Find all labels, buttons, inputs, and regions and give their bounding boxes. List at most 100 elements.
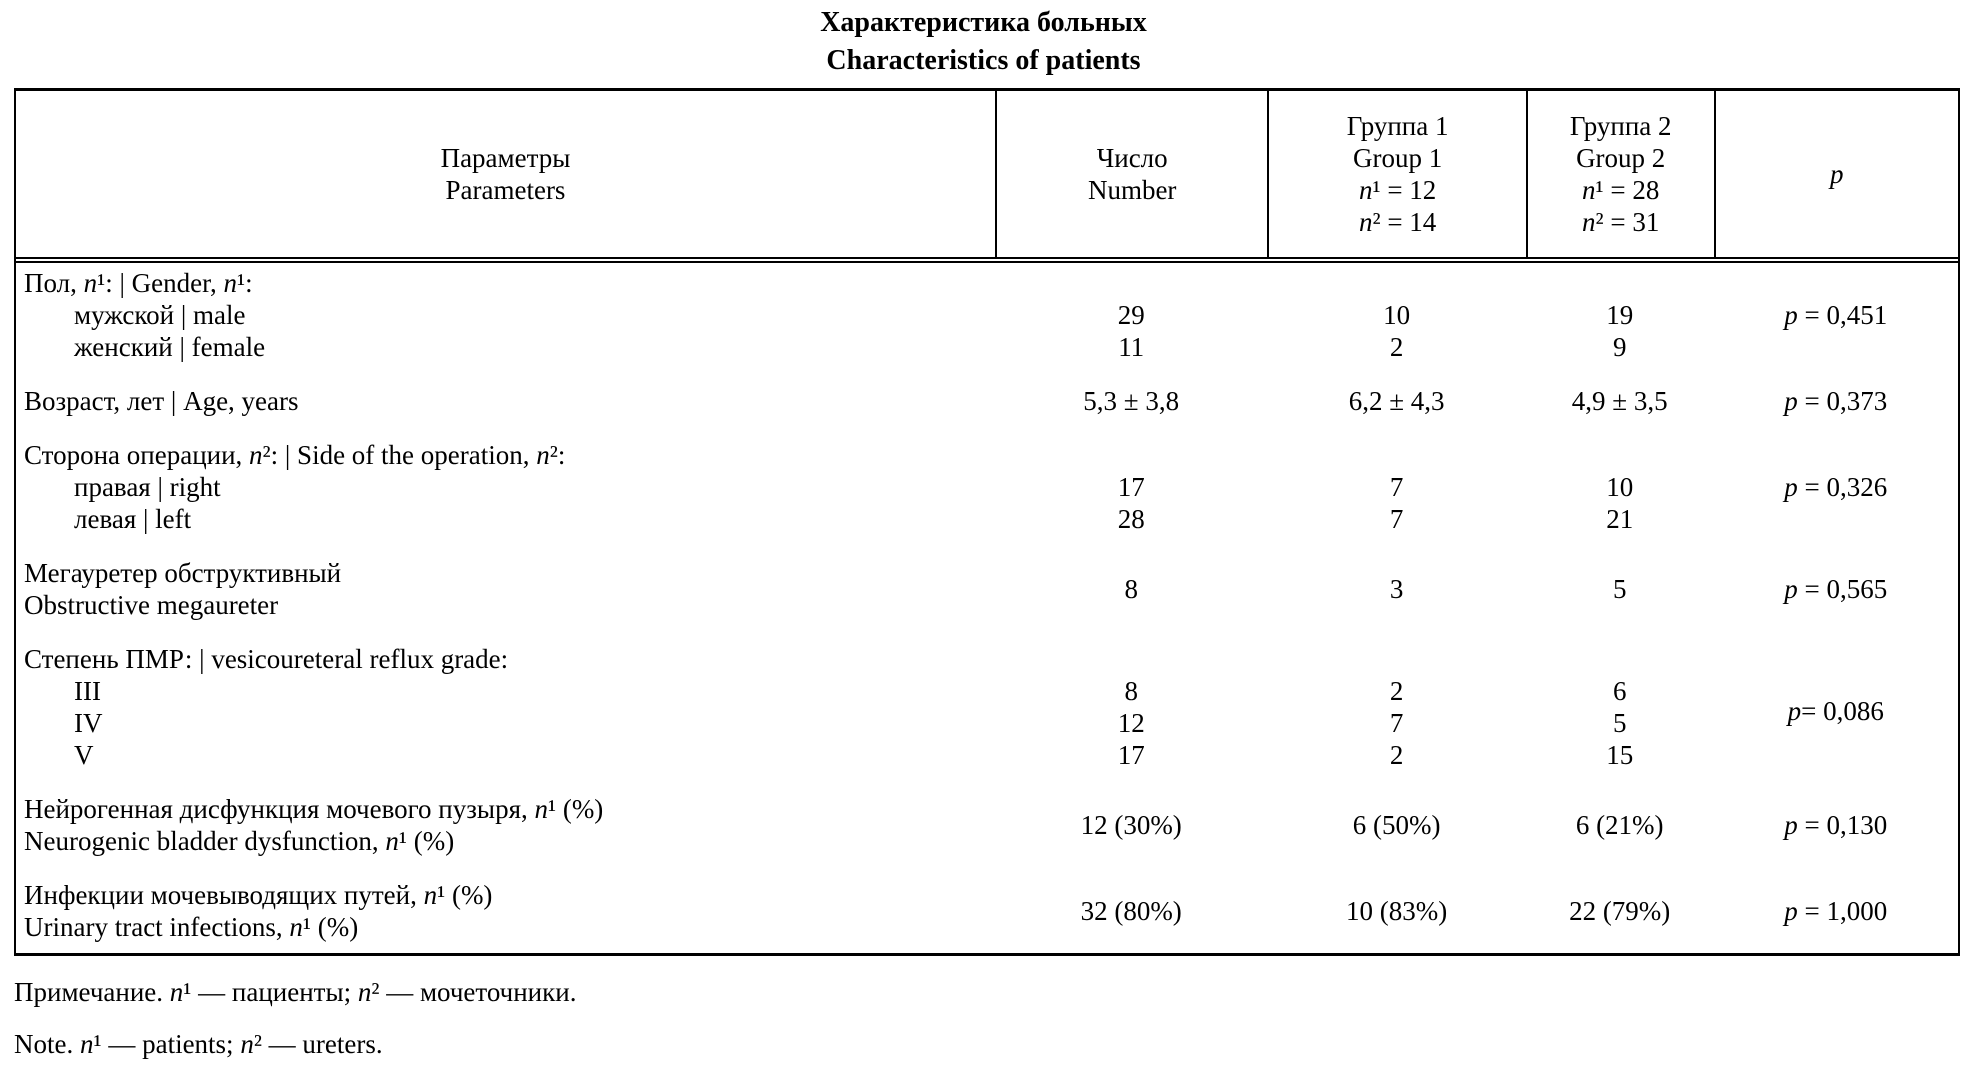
- table-title-en: Characteristics of patients: [826, 45, 1141, 76]
- group-uti: Инфекции мочевыводящих путей, n¹ (%) Uri…: [16, 879, 1958, 943]
- number-cell: 32 (80%): [1080, 896, 1182, 926]
- note-ru: Примечание. n¹ — пациенты; n² — мочеточн…: [14, 977, 577, 1007]
- header-cell-p: p: [1713, 91, 1958, 257]
- row-gender-female: женский | female 11 2 9: [16, 331, 1958, 363]
- number-cell: 8: [1124, 574, 1138, 604]
- group1-cell: 2: [1389, 676, 1404, 706]
- row-label: правая | right: [74, 472, 221, 502]
- number-cell: 17: [1117, 472, 1145, 502]
- p-value-cell: p = 1,000: [1784, 896, 1888, 926]
- header-group2-n2: n² = 31: [1582, 207, 1660, 237]
- row-label: Сторона операции, n²: | Side of the oper…: [24, 440, 566, 470]
- table-title-ru: Характеристика больных: [820, 7, 1147, 38]
- row-side-header: Сторона операции, n²: | Side of the oper…: [16, 439, 1958, 471]
- number-cell: 28: [1117, 504, 1145, 534]
- number-cell: 29: [1117, 300, 1145, 330]
- group-megaureter: Мегауретер обструктивный Obstructive meg…: [16, 557, 1958, 621]
- group-neurogenic: Нейрогенная дисфункция мочевого пузыря, …: [16, 793, 1958, 857]
- header-cell-number: Число Number: [994, 91, 1267, 257]
- row-label: левая | left: [74, 504, 192, 534]
- row-label: Степень ПМР: | vesicoureteral reflux gra…: [24, 644, 509, 674]
- row-label: Нейрогенная дисфункция мочевого пузыря, …: [16, 793, 995, 857]
- group2-cell: 19: [1606, 300, 1634, 330]
- row-label: V: [74, 740, 94, 770]
- header-group2-en: Group 2: [1576, 143, 1666, 173]
- p-value-cell: p = 0,326: [1784, 472, 1888, 502]
- row-label-en: Neurogenic bladder dysfunction, n¹ (%): [24, 826, 455, 856]
- group2-cell: 6: [1612, 676, 1627, 706]
- row-label: III: [74, 676, 101, 706]
- table-caption: Характеристика больных Characteristics o…: [0, 0, 1967, 80]
- p-value-cell: p = 0,130: [1784, 810, 1888, 840]
- number-cell: 12 (30%): [1080, 810, 1182, 840]
- header-group2-ru: Группа 2: [1569, 111, 1672, 141]
- header-group1-ru: Группа 1: [1346, 111, 1449, 141]
- patients-table: Параметры Parameters Число Number Группа…: [14, 88, 1960, 956]
- row-age: Возраст, лет | Age, years 5,3 ± 3,8 6,2 …: [16, 385, 1958, 417]
- group1-cell: 7: [1389, 472, 1404, 502]
- group1-cell: 10 (83%): [1346, 896, 1448, 926]
- table-body: Пол, n¹: | Gender, n¹: мужской | male 29…: [16, 263, 1958, 953]
- group-age: Возраст, лет | Age, years 5,3 ± 3,8 6,2 …: [16, 385, 1958, 417]
- group1-cell: 7: [1389, 708, 1404, 738]
- group1-cell: 2: [1389, 740, 1404, 770]
- number-cell: 17: [1117, 740, 1145, 770]
- group1-cell: 2: [1389, 332, 1404, 362]
- header-group2-n1: n¹ = 28: [1582, 175, 1660, 205]
- row-uti: Инфекции мочевыводящих путей, n¹ (%) Uri…: [16, 879, 1958, 943]
- group2-cell: 4,9 ± 3,5: [1571, 386, 1668, 416]
- header-parameters-ru: Параметры: [440, 143, 571, 173]
- row-megaureter: Мегауретер обструктивный Obstructive meg…: [16, 557, 1958, 621]
- row-side-left: левая | left 28 7 21: [16, 503, 1958, 535]
- number-cell: 11: [1118, 332, 1145, 362]
- row-gender-male: мужской | male 29 10 19 p = 0,451: [16, 299, 1958, 331]
- header-number-en: Number: [1087, 175, 1177, 205]
- header-group1-n2: n² = 14: [1358, 207, 1437, 237]
- group-side: Сторона операции, n²: | Side of the oper…: [16, 439, 1958, 535]
- row-label-ru: Инфекции мочевыводящих путей, n¹ (%): [24, 880, 493, 910]
- group2-cell: 21: [1606, 504, 1634, 534]
- group-reflux: Степень ПМР: | vesicoureteral reflux gra…: [16, 643, 1958, 771]
- group1-cell: 6,2 ± 4,3: [1348, 386, 1445, 416]
- row-label-ru: Нейрогенная дисфункция мочевого пузыря, …: [24, 794, 604, 824]
- row-label: женский | female: [74, 332, 266, 362]
- header-cell-parameters: Параметры Parameters: [16, 91, 995, 257]
- group2-cell: 5: [1612, 708, 1627, 738]
- group1-cell: 10: [1383, 300, 1411, 330]
- row-label-ru: Мегауретер обструктивный: [24, 558, 342, 588]
- row-label: мужской | male: [74, 300, 246, 330]
- header-group1-n1: n¹ = 12: [1358, 175, 1437, 205]
- p-value-cell: p = 0,086: [1787, 696, 1884, 726]
- row-label: Пол, n¹: | Gender, n¹:: [24, 268, 253, 298]
- p-value-cell: p = 0,451: [1784, 300, 1888, 330]
- number-cell: 5,3 ± 3,8: [1083, 386, 1180, 416]
- row-label: Мегауретер обструктивный Obstructive meg…: [16, 557, 995, 621]
- row-label-en: Urinary tract infections, n¹ (%): [24, 912, 359, 942]
- rows-reflux: Степень ПМР: | vesicoureteral reflux gra…: [16, 643, 1958, 771]
- group-gender: Пол, n¹: | Gender, n¹: мужской | male 29…: [16, 267, 1958, 363]
- header-cell-group2: Группа 2 Group 2 n¹ = 28 n² = 31: [1525, 91, 1714, 257]
- group1-cell: 7: [1389, 504, 1404, 534]
- p-value-cell: p = 0,373: [1784, 386, 1888, 416]
- header-number-ru: Число: [1096, 143, 1168, 173]
- header-row: Параметры Parameters Число Number Группа…: [16, 91, 1958, 263]
- header-p-label: p: [1829, 159, 1844, 189]
- header-cell-group1: Группа 1 Group 1 n¹ = 12 n² = 14: [1267, 91, 1525, 257]
- row-gender-header: Пол, n¹: | Gender, n¹:: [16, 267, 1958, 299]
- group2-cell: 5: [1612, 574, 1627, 604]
- row-neurogenic: Нейрогенная дисфункция мочевого пузыря, …: [16, 793, 1958, 857]
- group2-cell: 9: [1612, 332, 1627, 362]
- row-label: Инфекции мочевыводящих путей, n¹ (%) Uri…: [16, 879, 995, 943]
- header-parameters-en: Parameters: [445, 175, 566, 205]
- group2-cell: 15: [1606, 740, 1634, 770]
- group2-cell: 10: [1606, 472, 1634, 502]
- number-cell: 8: [1124, 676, 1138, 706]
- row-label: Возраст, лет | Age, years: [24, 386, 299, 416]
- group1-cell: 6 (50%): [1352, 810, 1441, 840]
- group2-cell: 6 (21%): [1575, 810, 1664, 840]
- group2-cell: 22 (79%): [1569, 896, 1671, 926]
- row-label-en: Obstructive megaureter: [24, 590, 279, 620]
- row-side-right: правая | right 17 7 10 p = 0,326: [16, 471, 1958, 503]
- group1-cell: 3: [1389, 574, 1404, 604]
